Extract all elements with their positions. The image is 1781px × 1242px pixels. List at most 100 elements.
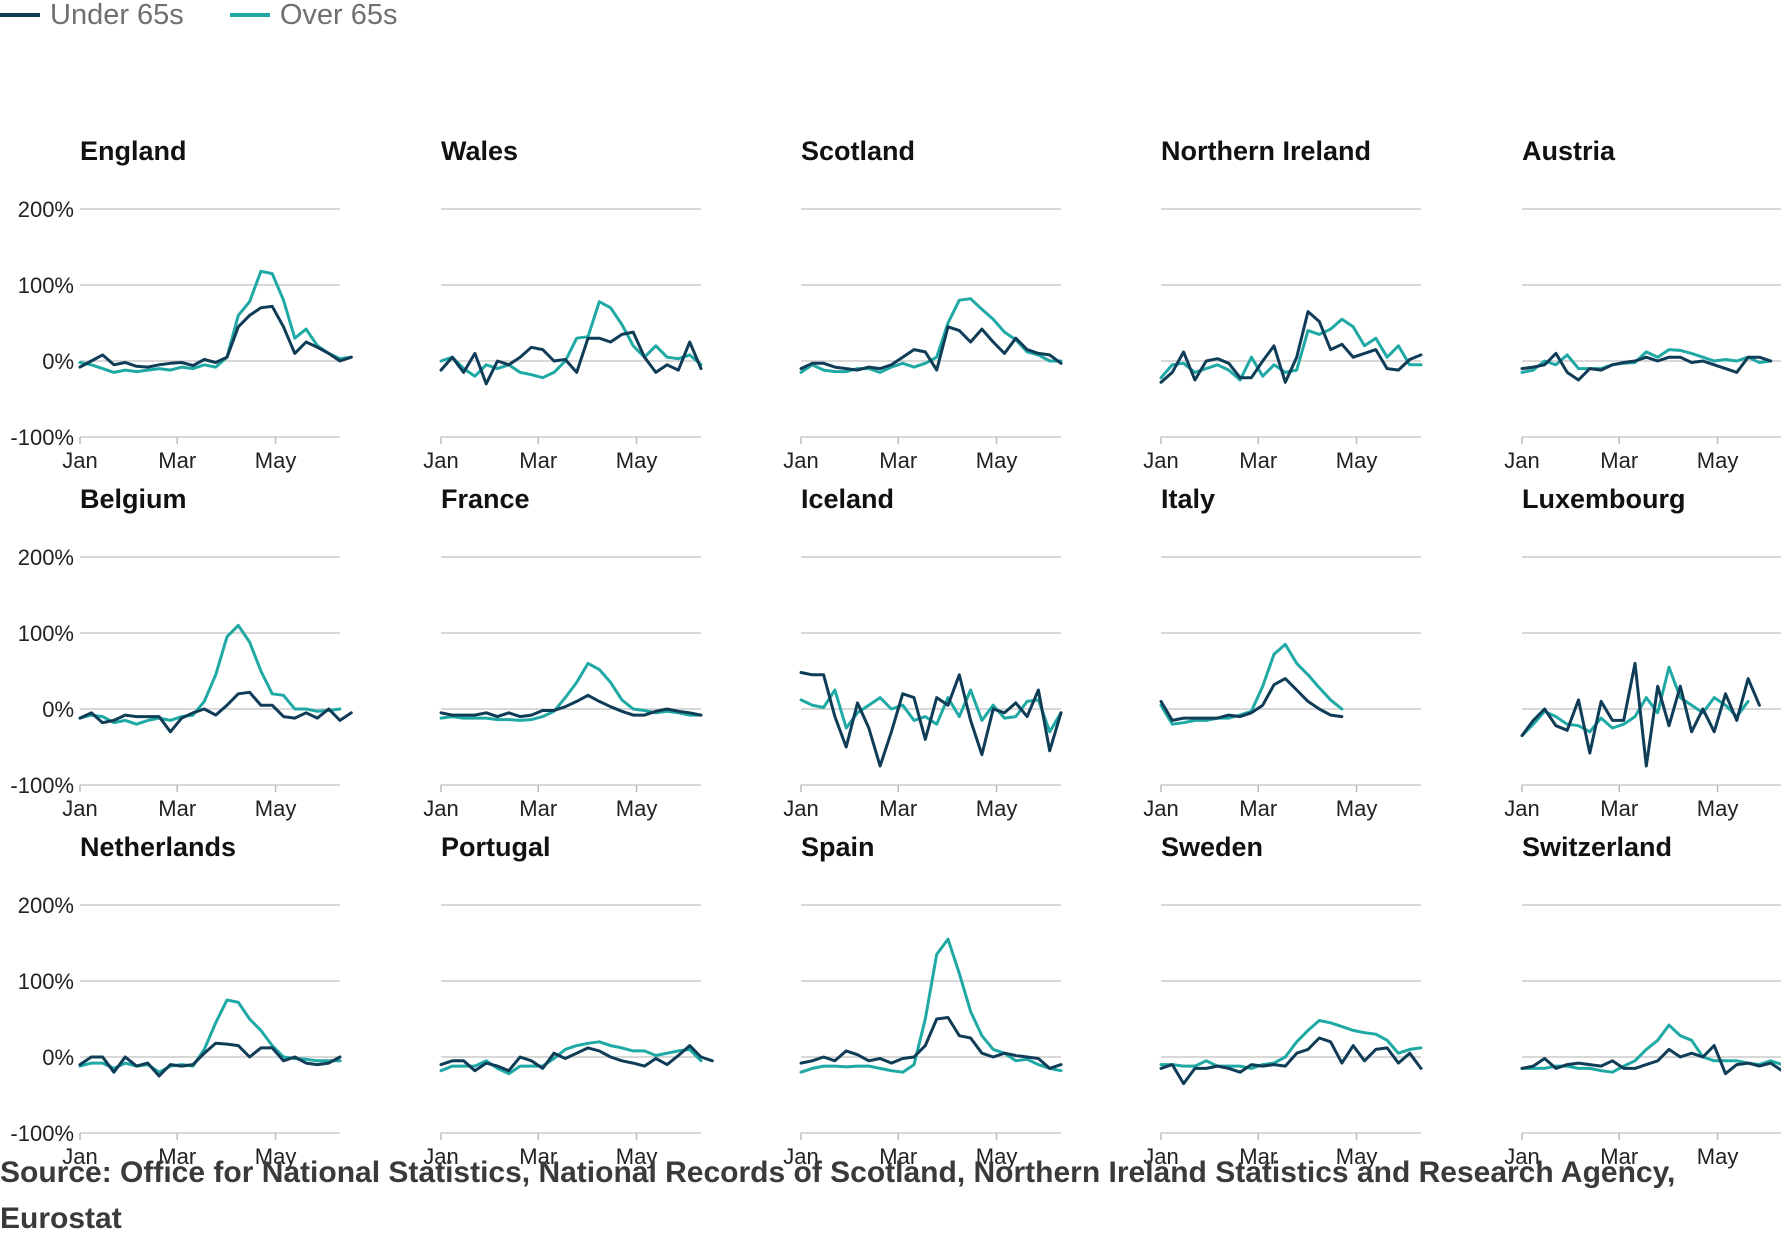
series-line-under-65s xyxy=(78,304,353,369)
series-line-over-65s xyxy=(78,269,353,374)
x-tick-label: Mar xyxy=(1600,796,1638,821)
x-tick-label: May xyxy=(1336,448,1378,473)
panel-belgium: Belgium 200% 100% 0% -100%Jan Mar May xyxy=(10,484,353,821)
x-tick-label: May xyxy=(1697,448,1739,473)
panel-title: Northern Ireland xyxy=(1161,136,1371,166)
y-tick-label: 100% xyxy=(18,621,74,646)
panel-title: Netherlands xyxy=(80,832,236,862)
legend-label-under-65s: Under 65s xyxy=(50,0,184,31)
panel-title: Luxembourg xyxy=(1522,484,1686,514)
y-tick-label: 100% xyxy=(18,273,74,298)
x-tick-label: Jan xyxy=(1504,796,1539,821)
x-tick-label: Jan xyxy=(62,448,97,473)
panel-wales: Wales Jan Mar May xyxy=(423,136,703,473)
panel-sweden: Sweden Jan Mar May xyxy=(1143,832,1423,1169)
series-line-over-65s xyxy=(439,300,703,380)
x-tick-label: Mar xyxy=(879,448,917,473)
x-tick-label: Mar xyxy=(1600,1144,1638,1169)
y-tick-label: 200% xyxy=(18,197,74,222)
series-line-under-65s xyxy=(78,690,353,734)
x-tick-label: May xyxy=(1336,1144,1378,1169)
panel-iceland: Iceland Jan Mar May xyxy=(783,484,1063,821)
series-line-over-65s xyxy=(799,937,1063,1074)
x-tick-label: Jan xyxy=(1504,448,1539,473)
x-tick-label: Mar xyxy=(879,796,917,821)
x-tick-label: May xyxy=(255,1144,297,1169)
series-line-over-65s xyxy=(439,1040,703,1076)
y-tick-label: 0% xyxy=(42,349,74,374)
legend-label-over-65s: Over 65s xyxy=(279,0,398,31)
legend-swatch-over-65s xyxy=(229,13,270,17)
series-line-over-65s xyxy=(439,661,703,722)
panel-title: Switzerland xyxy=(1522,832,1672,862)
series-line-under-65s xyxy=(1520,1044,1781,1076)
x-tick-label: Mar xyxy=(158,796,196,821)
x-tick-label: May xyxy=(976,448,1018,473)
series-line-over-65s xyxy=(78,623,342,726)
x-tick-label: Jan xyxy=(62,1144,97,1169)
x-tick-label: May xyxy=(976,796,1018,821)
panel-title: Iceland xyxy=(801,484,894,514)
x-tick-label: May xyxy=(255,796,297,821)
x-tick-label: Mar xyxy=(1239,448,1277,473)
panel-northern-ireland: Northern Ireland Jan Mar May xyxy=(1143,136,1423,473)
x-tick-label: May xyxy=(255,448,297,473)
legend-item-under-65s: Under 65s xyxy=(0,0,184,32)
y-tick-label: 0% xyxy=(42,1045,74,1070)
x-tick-label: May xyxy=(1697,1144,1739,1169)
x-tick-label: Mar xyxy=(519,1144,557,1169)
series-line-under-65s xyxy=(439,693,703,719)
panel-luxembourg: Luxembourg Jan Mar May xyxy=(1504,484,1781,821)
x-tick-label: Jan xyxy=(1504,1144,1539,1169)
x-tick-label: May xyxy=(616,448,658,473)
y-tick-label: 0% xyxy=(42,697,74,722)
x-tick-label: Mar xyxy=(1239,1144,1277,1169)
series-line-under-65s xyxy=(439,1044,714,1073)
panel-portugal: Portugal Jan Mar May xyxy=(423,832,714,1169)
y-tick-label: -100% xyxy=(10,773,74,798)
series-line-under-65s xyxy=(439,330,703,386)
series-line-under-65s xyxy=(1520,661,1761,768)
y-tick-label: 100% xyxy=(18,969,74,994)
x-tick-label: Mar xyxy=(158,1144,196,1169)
x-tick-label: Jan xyxy=(783,1144,818,1169)
legend-swatch-under-65s xyxy=(0,13,40,17)
x-tick-label: Mar xyxy=(519,796,557,821)
panel-italy: Italy Jan Mar May xyxy=(1143,484,1421,821)
x-tick-label: May xyxy=(1336,796,1378,821)
panel-scotland: Scotland Jan Mar May xyxy=(783,136,1063,473)
legend-item-over-65s: Over 65s xyxy=(229,0,398,32)
x-tick-label: Mar xyxy=(879,1144,917,1169)
panel-netherlands: Netherlands 200% 100% 0% -100%Jan Mar May xyxy=(10,832,342,1169)
x-tick-label: Mar xyxy=(158,448,196,473)
source-note: Source: Office for National Statistics, … xyxy=(0,1156,1676,1235)
series-line-under-65s xyxy=(78,1041,342,1078)
x-tick-label: Jan xyxy=(62,796,97,821)
y-tick-label: 200% xyxy=(18,893,74,918)
panel-title: Wales xyxy=(441,136,518,166)
legend: Under 65s Over 65s xyxy=(0,0,443,32)
panel-title: Scotland xyxy=(801,136,915,166)
x-tick-label: Jan xyxy=(1143,1144,1178,1169)
x-tick-label: May xyxy=(976,1144,1018,1169)
y-tick-label: -100% xyxy=(10,1121,74,1146)
panel-title: Sweden xyxy=(1161,832,1263,862)
panel-title: England xyxy=(80,136,187,166)
panel-england: England 200% 100% 0% -100%Jan Mar May xyxy=(10,136,353,473)
panel-france: France Jan Mar May xyxy=(423,484,703,821)
panel-title: Italy xyxy=(1161,484,1215,514)
panel-austria: Austria Jan Mar May xyxy=(1504,136,1781,473)
x-tick-label: May xyxy=(616,1144,658,1169)
series-line-over-65s xyxy=(1520,348,1773,374)
x-tick-label: Jan xyxy=(1143,796,1178,821)
x-tick-label: May xyxy=(1697,796,1739,821)
x-tick-label: Jan xyxy=(783,448,818,473)
x-tick-label: May xyxy=(616,796,658,821)
series-line-under-65s xyxy=(799,1016,1063,1070)
x-tick-label: Mar xyxy=(519,448,557,473)
panel-title: Portugal xyxy=(441,832,551,862)
x-tick-label: Jan xyxy=(783,796,818,821)
panel-title: Spain xyxy=(801,832,875,862)
x-tick-label: Jan xyxy=(1143,448,1178,473)
